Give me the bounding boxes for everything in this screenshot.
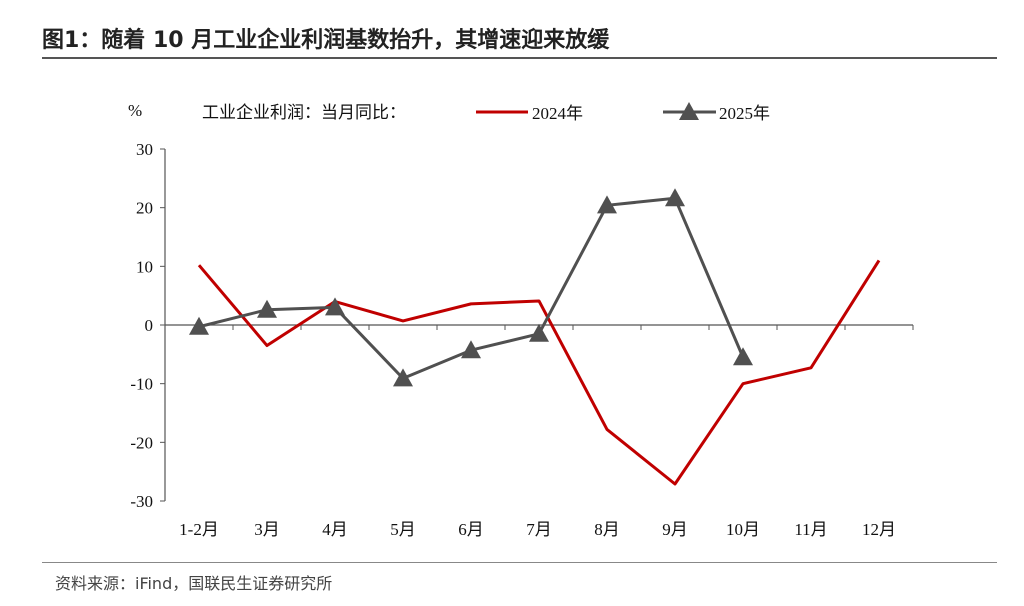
data-point-2025年 <box>393 368 413 387</box>
data-point-2025年 <box>733 347 753 366</box>
legend-title: 工业企业利润：当月同比： <box>202 103 406 123</box>
y-tick-label: 20 <box>136 199 153 218</box>
y-tick-label: -20 <box>130 433 153 452</box>
x-tick-label: 12月 <box>862 520 896 539</box>
y-tick-label: -10 <box>130 375 153 394</box>
source-note: 资料来源：iFind，国联民生证券研究所 <box>55 574 333 593</box>
data-point-2025年 <box>257 299 277 318</box>
data-point-2025年 <box>597 195 617 214</box>
data-point-2025年 <box>189 316 209 335</box>
x-tick-label: 5月 <box>390 520 416 539</box>
data-point-2025年 <box>461 340 481 359</box>
y-axis-unit: % <box>128 101 142 120</box>
x-tick-label: 3月 <box>254 520 280 539</box>
y-tick-label: -30 <box>130 492 153 511</box>
source-divider <box>42 562 997 563</box>
legend-label-2025: 2025年 <box>719 104 770 123</box>
x-tick-label: 7月 <box>526 520 552 539</box>
legend-marker-2025 <box>679 102 699 120</box>
x-tick-label: 8月 <box>594 520 620 539</box>
y-tick-label: 30 <box>136 140 153 159</box>
legend-label-2024: 2024年 <box>532 104 583 123</box>
x-tick-label: 4月 <box>322 520 348 539</box>
data-point-2025年 <box>529 323 549 342</box>
x-tick-label: 6月 <box>458 520 484 539</box>
figure-title: 图1：随着 10 月工业企业利润基数抬升，其增速迎来放缓 <box>42 28 610 53</box>
x-tick-label: 9月 <box>662 520 688 539</box>
data-point-2025年 <box>665 188 685 207</box>
y-tick-label: 10 <box>136 257 153 276</box>
x-tick-label: 1-2月 <box>179 520 219 539</box>
y-tick-label: 0 <box>145 316 154 335</box>
title-divider <box>42 57 997 59</box>
x-tick-label: 10月 <box>726 520 760 539</box>
x-tick-label: 11月 <box>794 520 827 539</box>
data-point-2025年 <box>325 297 345 316</box>
series-line-2024年 <box>197 259 881 486</box>
